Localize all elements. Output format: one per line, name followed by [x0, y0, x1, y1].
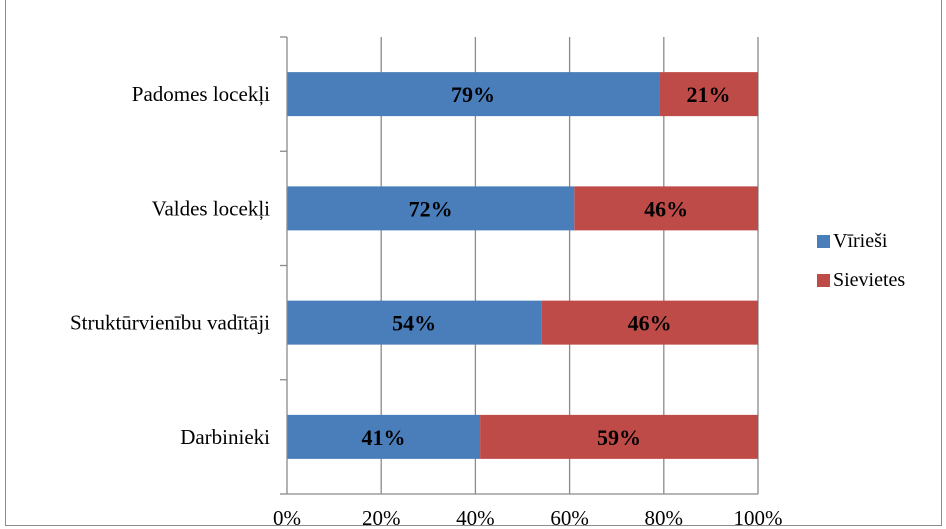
chart-area: 79% 21% 72% 46% 54% 46% 41% 59% 0% 20% 40% 60% 80% 1…	[5, 0, 942, 527]
bar-women	[574, 186, 758, 231]
category-label: Valdes locekļi	[152, 196, 271, 220]
category-label: Struktūrvienību vadītāji	[70, 311, 270, 335]
legend-swatch	[817, 274, 830, 287]
legend-label: Vīrieši	[833, 230, 888, 252]
data-label: 21%	[687, 82, 731, 107]
x-tick-label: 20%	[362, 506, 401, 527]
x-tick-label: 80%	[645, 506, 684, 527]
data-label: 54%	[392, 311, 436, 336]
bar-men	[287, 300, 542, 345]
data-label: 46%	[644, 196, 688, 221]
data-label: 41%	[362, 425, 406, 450]
legend-swatch	[817, 235, 830, 248]
x-tick-label: 40%	[456, 506, 495, 527]
data-label: 59%	[597, 425, 641, 450]
bar-men	[287, 414, 481, 459]
legend-label: Sievietes	[833, 269, 905, 291]
data-label: 79%	[451, 82, 495, 107]
bar-men	[287, 72, 660, 117]
bar-men	[287, 186, 575, 231]
category-label: Padomes locekļi	[132, 82, 270, 106]
x-tick-label: 100%	[734, 506, 783, 527]
bar-women	[659, 72, 758, 117]
bar-women	[480, 414, 758, 459]
x-tick-label: 60%	[550, 506, 589, 527]
x-tick-label: 0%	[273, 506, 301, 527]
bar-chart: 79% 21% 72% 46% 54% 46% 41% 59% 0% 20% 40% 60% 80% 1…	[70, 36, 905, 527]
bar-women	[541, 300, 758, 345]
data-label: 46%	[628, 311, 672, 336]
category-label: Darbinieki	[180, 425, 270, 449]
data-label: 72%	[409, 196, 453, 221]
